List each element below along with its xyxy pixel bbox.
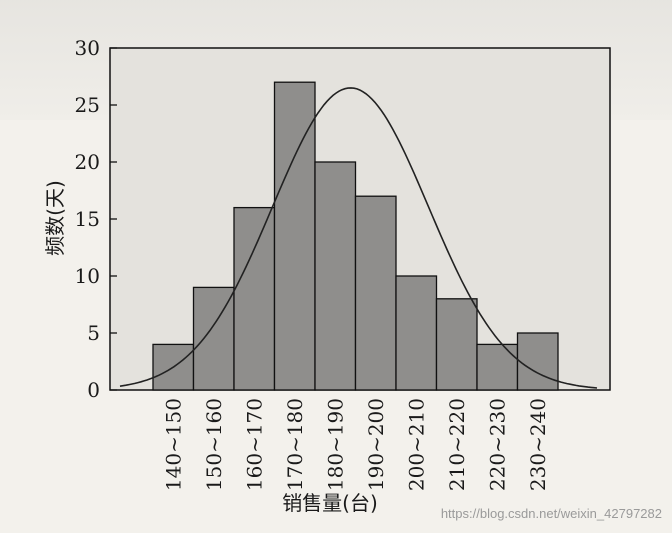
- x-tick-label-170~180: 170~180: [283, 398, 307, 491]
- bar-180~190: [314, 161, 357, 391]
- bar-160~170: [233, 206, 276, 391]
- x-tick-label-150~160: 150~160: [202, 398, 226, 491]
- x-tick-label-180~190: 180~190: [323, 398, 347, 491]
- x-tick-label-160~170: 160~170: [242, 398, 266, 491]
- bar-220~230: [476, 343, 519, 391]
- x-tick-label-190~200: 190~200: [364, 398, 388, 491]
- x-tick-label-210~220: 210~220: [445, 398, 469, 491]
- bar-230~240: [516, 332, 559, 391]
- y-tick-label-10: 10: [75, 264, 100, 288]
- y-axis-title: 频数(天): [43, 180, 67, 256]
- x-axis-title: 销售量(台): [282, 491, 378, 515]
- y-tick-label-0: 0: [87, 378, 100, 402]
- y-tick-label-5: 5: [87, 321, 100, 345]
- bar-170~180: [273, 81, 316, 391]
- y-tick-label-15: 15: [75, 207, 100, 231]
- y-tick-label-25: 25: [75, 93, 100, 117]
- x-tick-label-200~210: 200~210: [404, 398, 428, 491]
- bar-190~200: [354, 195, 397, 391]
- x-tick-label-220~230: 220~230: [485, 398, 509, 491]
- normal-curve-line: [119, 87, 598, 389]
- x-tick-label-140~150: 140~150: [161, 398, 185, 491]
- watermark-text: https://blog.csdn.net/weixin_42797282: [440, 506, 662, 521]
- bar-200~210: [395, 275, 438, 391]
- bar-210~220: [435, 298, 478, 391]
- y-tick-label-30: 30: [75, 36, 100, 60]
- x-tick-label-230~240: 230~240: [526, 398, 550, 491]
- y-tick-label-20: 20: [75, 150, 100, 174]
